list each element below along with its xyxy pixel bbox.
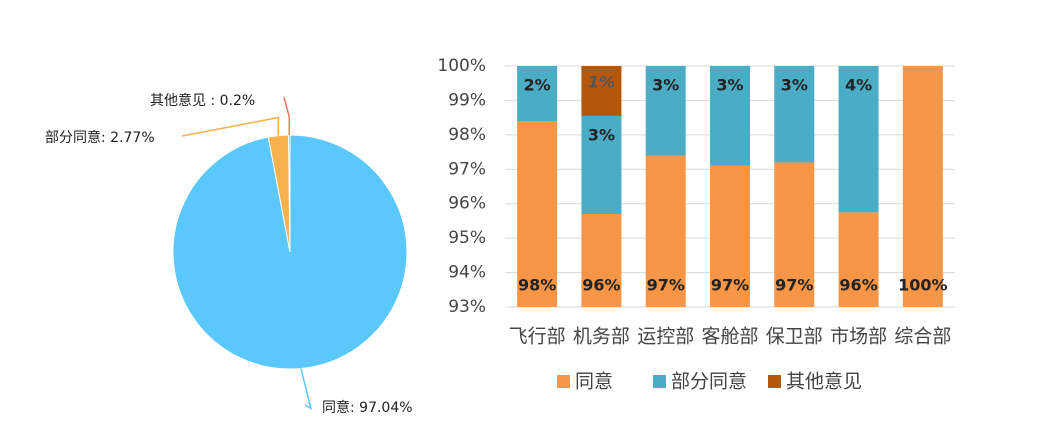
pie-label: 部分同意: 2.77% [45,129,155,146]
bar-segment [581,214,622,307]
bar-segment [710,165,750,307]
legend-swatch [653,375,666,388]
pie-label: 同意: 97.04% [322,399,413,416]
data-label: 96% [582,276,620,295]
x-tick-label: 综合部 [894,326,951,348]
y-tick-label: 98% [448,125,486,145]
data-label: 3% [716,76,743,95]
bar-segment [838,66,879,213]
data-label: 4% [845,76,872,95]
x-tick-label: 市场部 [830,326,887,348]
y-tick-label: 94% [448,263,486,283]
x-tick-label: 飞行部 [509,326,566,348]
bar-segment [838,212,879,307]
data-label: 97% [775,276,813,295]
leader-line [283,96,291,136]
bar-segment [517,121,558,307]
bar-segment [517,66,558,122]
y-tick-label: 100% [437,56,486,76]
data-label: 96% [839,276,877,295]
data-label: 3% [781,76,808,95]
data-label: 2% [524,76,551,95]
data-label: 98% [518,276,556,295]
data-label: 1% [588,73,615,92]
y-tick-label: 93% [448,297,486,317]
bar-segment [774,162,815,307]
y-tick-label: 96% [448,194,486,214]
x-tick-label: 运控部 [637,326,694,348]
legend-swatch [768,375,781,388]
legend-swatch [557,375,570,388]
bar-segment [710,66,750,166]
x-tick-label: 保卫部 [766,326,823,348]
bar-segment [581,115,622,215]
bar-segment [902,66,943,307]
legend-label: 部分同意 [671,371,747,393]
y-tick-label: 97% [448,159,486,179]
data-label: 3% [588,125,615,144]
bar-segment [774,66,815,163]
bar-segment [645,155,686,307]
data-label: 97% [647,276,685,295]
data-label: 97% [711,276,749,295]
data-label: 3% [652,76,679,95]
legend-label: 其他意见 [786,371,862,393]
y-tick-label: 99% [448,90,486,110]
pie-label: 其他意见 : 0.2% [150,92,255,109]
legend-label: 同意 [575,371,613,393]
data-label: 100% [898,276,947,295]
x-tick-label: 机务部 [573,326,630,348]
bar-segment [645,66,686,156]
bar-segment [581,66,622,116]
x-tick-label: 客舱部 [701,326,758,348]
y-tick-label: 95% [448,228,486,248]
leader-line [300,368,313,411]
leader-line [181,116,280,137]
